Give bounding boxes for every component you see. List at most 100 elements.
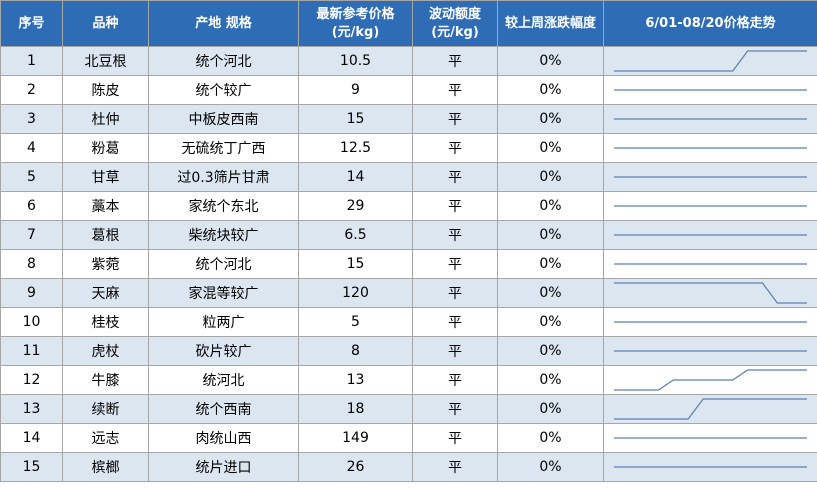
cell-fluct[interactable]: 平 — [412, 75, 498, 105]
cell-change[interactable]: 0% — [497, 104, 604, 134]
cell-origin[interactable]: 家混等较广 — [148, 278, 299, 308]
cell-origin[interactable]: 家统个东北 — [148, 191, 299, 221]
cell-origin[interactable]: 统个河北 — [148, 249, 299, 279]
cell-change[interactable]: 0% — [497, 278, 604, 308]
cell-fluct[interactable]: 平 — [412, 104, 498, 134]
cell-change[interactable]: 0% — [497, 191, 604, 221]
cell-trend[interactable] — [603, 278, 817, 308]
cell-variety[interactable]: 续断 — [62, 394, 149, 424]
cell-price[interactable]: 5 — [298, 307, 413, 337]
cell-fluct[interactable]: 平 — [412, 46, 498, 76]
cell-change[interactable]: 0% — [497, 46, 604, 76]
cell-fluct[interactable]: 平 — [412, 365, 498, 395]
cell-fluct[interactable]: 平 — [412, 394, 498, 424]
cell-price[interactable]: 18 — [298, 394, 413, 424]
header-index[interactable]: 序号 — [0, 0, 63, 47]
cell-origin[interactable]: 肉统山西 — [148, 423, 299, 453]
header-fluct[interactable]: 波动额度 (元/kg) — [412, 0, 498, 47]
cell-variety[interactable]: 牛膝 — [62, 365, 149, 395]
cell-origin[interactable]: 统个西南 — [148, 394, 299, 424]
cell-fluct[interactable]: 平 — [412, 423, 498, 453]
cell-change[interactable]: 0% — [497, 423, 604, 453]
cell-trend[interactable] — [603, 133, 817, 163]
cell-price[interactable]: 10.5 — [298, 46, 413, 76]
cell-trend[interactable] — [603, 365, 817, 395]
cell-variety[interactable]: 槟榔 — [62, 452, 149, 482]
cell-fluct[interactable]: 平 — [412, 249, 498, 279]
cell-variety[interactable]: 紫菀 — [62, 249, 149, 279]
cell-index[interactable]: 3 — [0, 104, 63, 134]
cell-variety[interactable]: 葛根 — [62, 220, 149, 250]
cell-price[interactable]: 149 — [298, 423, 413, 453]
cell-origin[interactable]: 统河北 — [148, 365, 299, 395]
cell-origin[interactable]: 统个河北 — [148, 46, 299, 76]
cell-trend[interactable] — [603, 336, 817, 366]
cell-variety[interactable]: 粉葛 — [62, 133, 149, 163]
cell-price[interactable]: 15 — [298, 104, 413, 134]
cell-change[interactable]: 0% — [497, 220, 604, 250]
cell-origin[interactable]: 无硫统丁广西 — [148, 133, 299, 163]
cell-origin[interactable]: 中板皮西南 — [148, 104, 299, 134]
cell-change[interactable]: 0% — [497, 394, 604, 424]
cell-fluct[interactable]: 平 — [412, 278, 498, 308]
cell-variety[interactable]: 远志 — [62, 423, 149, 453]
cell-variety[interactable]: 杜仲 — [62, 104, 149, 134]
cell-origin[interactable]: 粒两广 — [148, 307, 299, 337]
cell-origin[interactable]: 统个较广 — [148, 75, 299, 105]
header-price[interactable]: 最新参考价格 (元/kg) — [298, 0, 413, 47]
cell-fluct[interactable]: 平 — [412, 133, 498, 163]
cell-index[interactable]: 2 — [0, 75, 63, 105]
cell-index[interactable]: 10 — [0, 307, 63, 337]
cell-price[interactable]: 12.5 — [298, 133, 413, 163]
cell-index[interactable]: 13 — [0, 394, 63, 424]
cell-index[interactable]: 4 — [0, 133, 63, 163]
cell-fluct[interactable]: 平 — [412, 220, 498, 250]
cell-index[interactable]: 9 — [0, 278, 63, 308]
cell-change[interactable]: 0% — [497, 336, 604, 366]
cell-trend[interactable] — [603, 162, 817, 192]
cell-index[interactable]: 6 — [0, 191, 63, 221]
cell-price[interactable]: 15 — [298, 249, 413, 279]
cell-change[interactable]: 0% — [497, 452, 604, 482]
cell-trend[interactable] — [603, 452, 817, 482]
cell-trend[interactable] — [603, 75, 817, 105]
cell-trend[interactable] — [603, 394, 817, 424]
cell-price[interactable]: 120 — [298, 278, 413, 308]
cell-index[interactable]: 8 — [0, 249, 63, 279]
cell-index[interactable]: 12 — [0, 365, 63, 395]
cell-change[interactable]: 0% — [497, 133, 604, 163]
cell-index[interactable]: 11 — [0, 336, 63, 366]
cell-trend[interactable] — [603, 307, 817, 337]
header-change[interactable]: 较上周涨跌幅度 — [497, 0, 604, 47]
cell-trend[interactable] — [603, 220, 817, 250]
cell-price[interactable]: 9 — [298, 75, 413, 105]
cell-price[interactable]: 13 — [298, 365, 413, 395]
cell-trend[interactable] — [603, 46, 817, 76]
header-trend[interactable]: 6/01-08/20价格走势 — [603, 0, 817, 47]
cell-change[interactable]: 0% — [497, 75, 604, 105]
cell-fluct[interactable]: 平 — [412, 307, 498, 337]
cell-price[interactable]: 29 — [298, 191, 413, 221]
cell-change[interactable]: 0% — [497, 162, 604, 192]
cell-variety[interactable]: 桂枝 — [62, 307, 149, 337]
cell-fluct[interactable]: 平 — [412, 162, 498, 192]
header-variety[interactable]: 品种 — [62, 0, 149, 47]
cell-variety[interactable]: 陈皮 — [62, 75, 149, 105]
cell-index[interactable]: 1 — [0, 46, 63, 76]
cell-price[interactable]: 6.5 — [298, 220, 413, 250]
cell-index[interactable]: 14 — [0, 423, 63, 453]
cell-origin[interactable]: 过0.3筛片甘肃 — [148, 162, 299, 192]
cell-price[interactable]: 26 — [298, 452, 413, 482]
cell-index[interactable]: 5 — [0, 162, 63, 192]
cell-price[interactable]: 8 — [298, 336, 413, 366]
cell-fluct[interactable]: 平 — [412, 336, 498, 366]
cell-index[interactable]: 15 — [0, 452, 63, 482]
cell-trend[interactable] — [603, 249, 817, 279]
cell-trend[interactable] — [603, 191, 817, 221]
cell-trend[interactable] — [603, 423, 817, 453]
cell-fluct[interactable]: 平 — [412, 452, 498, 482]
cell-index[interactable]: 7 — [0, 220, 63, 250]
cell-change[interactable]: 0% — [497, 249, 604, 279]
cell-variety[interactable]: 虎杖 — [62, 336, 149, 366]
cell-origin[interactable]: 柴统块较广 — [148, 220, 299, 250]
